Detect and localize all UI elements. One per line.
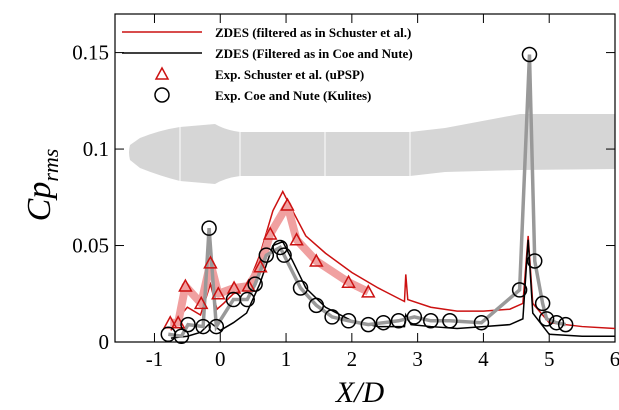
marker — [262, 226, 278, 240]
marker — [534, 295, 551, 312]
marker — [557, 316, 574, 333]
marker — [276, 247, 292, 263]
marker — [375, 314, 392, 331]
marker — [272, 239, 288, 256]
x-axis-label: X/D — [335, 376, 385, 409]
marker — [208, 318, 225, 335]
marker — [201, 220, 217, 236]
marker — [324, 309, 340, 325]
marker — [511, 282, 528, 298]
marker — [203, 255, 218, 269]
marker — [548, 314, 565, 331]
y-axis-label-sub: rms — [38, 149, 63, 182]
marker — [239, 291, 255, 308]
marker — [247, 276, 263, 292]
trend — [168, 54, 567, 339]
y-tick-label: 0.1 — [83, 137, 109, 161]
legend-marker — [154, 87, 170, 103]
x-tick-label: 6 — [610, 347, 619, 371]
plot-frame — [114, 13, 616, 343]
marker — [538, 311, 555, 327]
marker — [423, 313, 439, 329]
legend-label: Exp. Coe and Nute (Kulites) — [215, 88, 371, 103]
marker — [340, 313, 357, 329]
legend-label: ZDES (Filtered as in Coe and Nute) — [215, 46, 413, 61]
y-tick-label: 0.05 — [72, 234, 109, 258]
marker — [178, 278, 193, 292]
marker — [360, 316, 377, 333]
marker — [309, 253, 324, 267]
y-axis-label: Cprms — [21, 149, 63, 222]
x-tick-label: 1 — [281, 347, 292, 371]
marker — [280, 197, 295, 211]
marker — [241, 278, 256, 292]
x-tick-label: 0 — [215, 347, 226, 371]
marker — [526, 253, 543, 269]
marker — [361, 284, 376, 298]
marker — [195, 318, 211, 335]
x-tick-label: 4 — [478, 347, 489, 371]
x-tick-label: 5 — [544, 347, 555, 371]
marker — [442, 313, 458, 329]
marker — [289, 232, 304, 246]
marker — [406, 309, 423, 325]
marker — [173, 328, 190, 344]
marker — [180, 316, 196, 333]
marker — [253, 259, 268, 273]
marker — [211, 286, 226, 300]
marker — [308, 297, 325, 314]
legend-label: Exp. Schuster et al. (uPSP) — [215, 67, 364, 82]
marker — [473, 314, 490, 331]
legend-label: ZDES (filtered as in Schuster et al.) — [215, 25, 411, 40]
y-axis-label-main: Cp — [21, 182, 58, 222]
marker — [341, 274, 356, 288]
x-tick-label: 3 — [412, 347, 423, 371]
legend-marker — [154, 66, 170, 80]
marker — [521, 46, 538, 63]
body-silhouette — [129, 114, 615, 184]
x-tick-label: -1 — [146, 347, 164, 371]
marker — [193, 295, 209, 310]
marker — [390, 313, 407, 329]
y-tick-label: 0 — [99, 330, 110, 354]
x-tick-label: 2 — [347, 347, 358, 371]
marker — [258, 247, 275, 263]
plot-area — [160, 46, 616, 344]
line — [170, 189, 616, 331]
marker — [292, 280, 309, 296]
y-tick-label: 0.15 — [72, 41, 109, 65]
